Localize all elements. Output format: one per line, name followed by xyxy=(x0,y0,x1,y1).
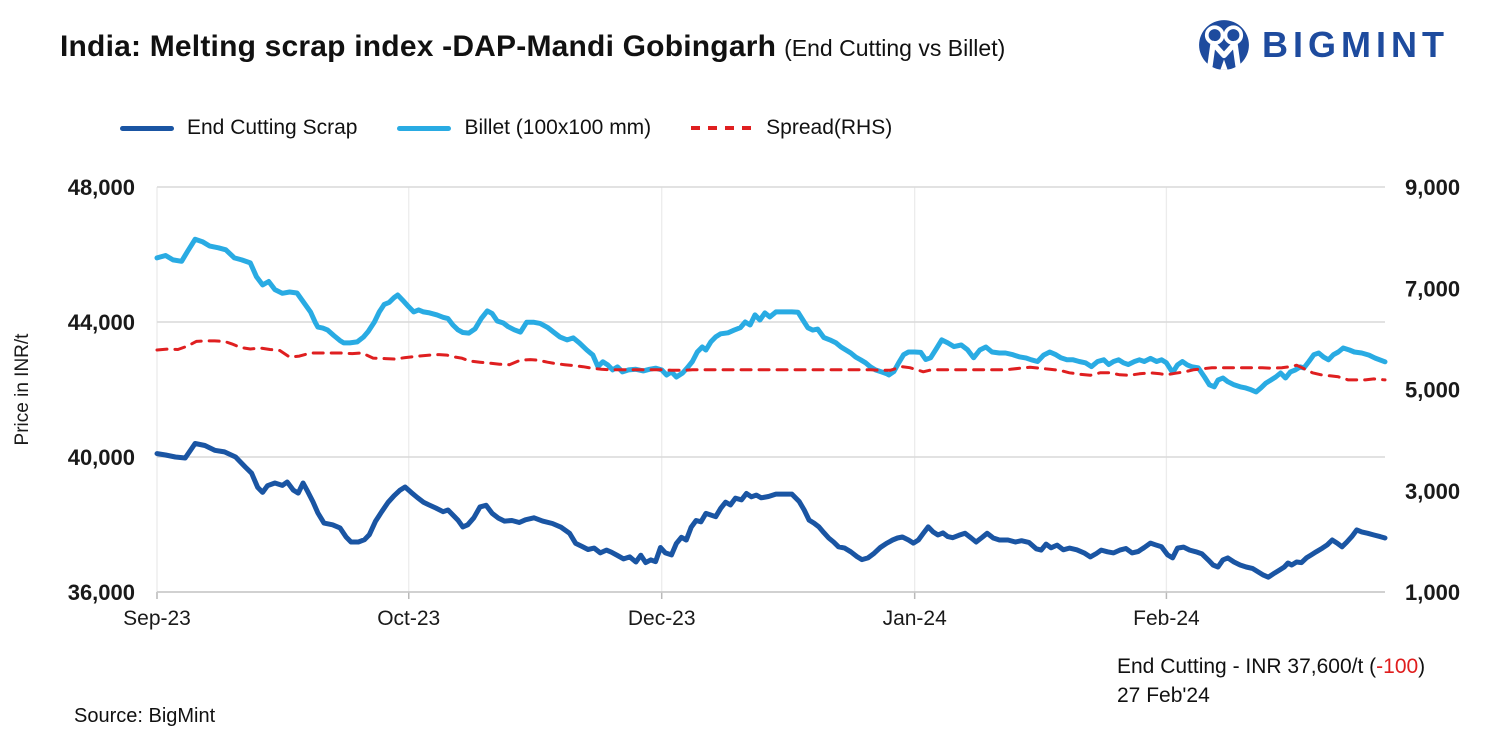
brand-logo: BIGMINT xyxy=(1197,18,1449,72)
legend-item-billet: Billet (100x100 mm) xyxy=(397,116,651,140)
page-title: India: Melting scrap index -DAP-Mandi Go… xyxy=(60,30,777,63)
chart-title-block: India: Melting scrap index -DAP-Mandi Go… xyxy=(60,30,1005,64)
bigmint-logo-icon xyxy=(1197,18,1251,72)
x-tick-label: Feb-24 xyxy=(1133,607,1200,630)
y-left-tick-label: 40,000 xyxy=(68,445,135,470)
y-left-tick-label: 48,000 xyxy=(68,175,135,200)
y-right-tick-label: 7,000 xyxy=(1405,276,1460,301)
series-line-0 xyxy=(154,441,1388,580)
x-tick-label: Jan-24 xyxy=(883,607,948,630)
annotation-line1: End Cutting - INR 37,600/t (-100) xyxy=(1117,655,1426,678)
source-note: Source: BigMint xyxy=(74,705,216,727)
legend-item-spread: Spread(RHS) xyxy=(691,116,892,140)
page-subtitle: (End Cutting vs Billet) xyxy=(784,35,1006,61)
y-right-tick-label: 9,000 xyxy=(1405,175,1460,200)
price-change-negative: -100 xyxy=(1376,655,1419,678)
end-cutting-line-swatch-icon xyxy=(120,125,174,131)
spread-dashed-line-swatch-icon xyxy=(691,126,754,130)
series-line-1 xyxy=(154,236,1388,395)
legend-label: Billet (100x100 mm) xyxy=(464,116,652,139)
billet-line-swatch-icon xyxy=(397,125,452,131)
x-tick-label: Sep-23 xyxy=(123,607,191,630)
x-tick-label: Oct-23 xyxy=(377,607,440,630)
annotation-line2: 27 Feb'24 xyxy=(1117,684,1210,708)
legend-label: End Cutting Scrap xyxy=(187,116,358,139)
y-right-tick-label: 5,000 xyxy=(1405,378,1460,403)
y-right-tick-label: 1,000 xyxy=(1405,580,1460,605)
y-left-tick-label: 36,000 xyxy=(68,580,135,605)
legend-label: Spread(RHS) xyxy=(766,116,893,139)
series-line-2 xyxy=(155,339,1387,382)
brand-name: BIGMINT xyxy=(1262,24,1449,65)
x-tick-label: Dec-23 xyxy=(628,607,696,630)
y-axis-title: Price in INR/t xyxy=(12,333,33,446)
chart-legend: End Cutting Scrap Billet (100x100 mm) Sp… xyxy=(120,116,892,140)
latest-price-annotation: End Cutting - INR 37,600/t (-100) 27 Feb… xyxy=(1117,652,1425,711)
y-right-tick-label: 3,000 xyxy=(1405,479,1460,504)
y-left-tick-label: 44,000 xyxy=(68,310,135,335)
legend-item-end-cutting: End Cutting Scrap xyxy=(120,116,357,140)
